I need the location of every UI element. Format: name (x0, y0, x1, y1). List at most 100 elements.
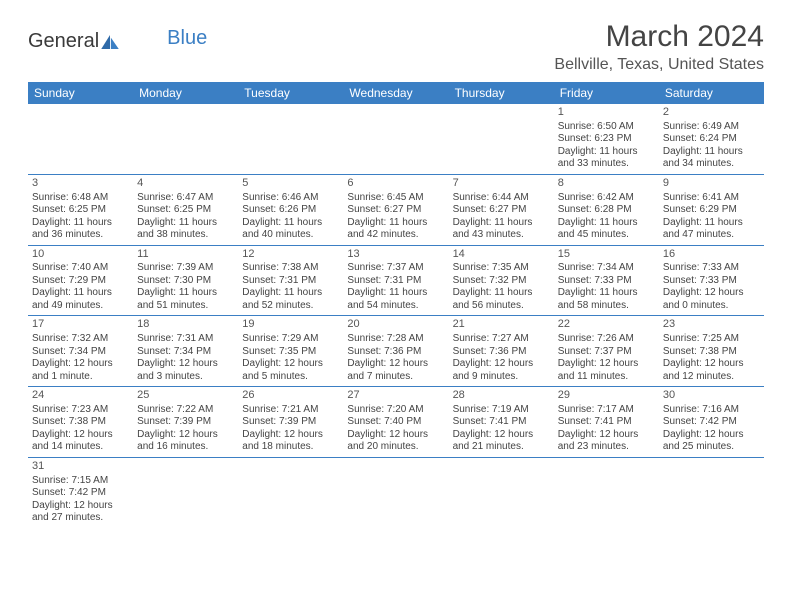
day-info-line: Sunrise: 7:22 AM (137, 404, 234, 417)
day-info-line: Sunset: 6:25 PM (32, 204, 129, 217)
calendar-day-cell: 14Sunrise: 7:35 AMSunset: 7:32 PMDayligh… (449, 245, 554, 316)
day-info-line: Daylight: 12 hours (242, 429, 339, 442)
day-info-line: Sunset: 7:34 PM (137, 346, 234, 359)
day-info-line: Daylight: 12 hours (558, 429, 655, 442)
calendar-day-cell: 19Sunrise: 7:29 AMSunset: 7:35 PMDayligh… (238, 316, 343, 387)
calendar-day-cell: 15Sunrise: 7:34 AMSunset: 7:33 PMDayligh… (554, 245, 659, 316)
month-title: March 2024 (554, 20, 764, 54)
day-info-line: Daylight: 12 hours (32, 429, 129, 442)
calendar-day-cell: 27Sunrise: 7:20 AMSunset: 7:40 PMDayligh… (343, 387, 448, 458)
calendar-day-cell (28, 104, 133, 174)
day-info-line: and 58 minutes. (558, 300, 655, 313)
day-info-line: Daylight: 12 hours (558, 358, 655, 371)
day-info-line: and 16 minutes. (137, 441, 234, 454)
day-info-line: Sunrise: 7:17 AM (558, 404, 655, 417)
calendar-week-row: 24Sunrise: 7:23 AMSunset: 7:38 PMDayligh… (28, 387, 764, 458)
day-info-line: and 40 minutes. (242, 229, 339, 242)
day-info-line: Sunset: 7:39 PM (137, 416, 234, 429)
day-info-line: Sunset: 7:42 PM (663, 416, 760, 429)
day-number: 28 (453, 389, 550, 403)
calendar-day-cell: 11Sunrise: 7:39 AMSunset: 7:30 PMDayligh… (133, 245, 238, 316)
day-info-line: Sunset: 6:27 PM (453, 204, 550, 217)
day-info-line: and 49 minutes. (32, 300, 129, 313)
day-info-line: Sunset: 7:40 PM (347, 416, 444, 429)
day-info-line: and 9 minutes. (453, 371, 550, 384)
calendar-day-cell: 3Sunrise: 6:48 AMSunset: 6:25 PMDaylight… (28, 174, 133, 245)
day-info-line: and 52 minutes. (242, 300, 339, 313)
calendar-day-cell: 10Sunrise: 7:40 AMSunset: 7:29 PMDayligh… (28, 245, 133, 316)
day-number: 23 (663, 318, 760, 332)
day-number: 14 (453, 248, 550, 262)
calendar-day-cell: 22Sunrise: 7:26 AMSunset: 7:37 PMDayligh… (554, 316, 659, 387)
day-info-line: Sunrise: 7:35 AM (453, 262, 550, 275)
calendar-week-row: 31Sunrise: 7:15 AMSunset: 7:42 PMDayligh… (28, 457, 764, 527)
day-number: 29 (558, 389, 655, 403)
weekday-header: Wednesday (343, 82, 448, 104)
day-info-line: Sunset: 6:24 PM (663, 133, 760, 146)
calendar-day-cell: 6Sunrise: 6:45 AMSunset: 6:27 PMDaylight… (343, 174, 448, 245)
day-info-line: Sunset: 7:36 PM (347, 346, 444, 359)
day-info-line: Sunset: 6:29 PM (663, 204, 760, 217)
calendar-day-cell: 23Sunrise: 7:25 AMSunset: 7:38 PMDayligh… (659, 316, 764, 387)
day-info-line: and 56 minutes. (453, 300, 550, 313)
day-info-line: and 38 minutes. (137, 229, 234, 242)
day-info-line: Sunset: 7:38 PM (663, 346, 760, 359)
day-info-line: and 23 minutes. (558, 441, 655, 454)
day-number: 7 (453, 177, 550, 191)
calendar-day-cell (554, 457, 659, 527)
day-info-line: and 21 minutes. (453, 441, 550, 454)
weekday-header: Monday (133, 82, 238, 104)
day-number: 12 (242, 248, 339, 262)
day-info-line: Sunset: 7:33 PM (558, 275, 655, 288)
day-number: 16 (663, 248, 760, 262)
day-info-line: Sunset: 7:38 PM (32, 416, 129, 429)
calendar-day-cell (659, 457, 764, 527)
day-info-line: Sunrise: 6:45 AM (347, 192, 444, 205)
day-info-line: and 20 minutes. (347, 441, 444, 454)
day-info-line: Sunset: 6:25 PM (137, 204, 234, 217)
day-info-line: Sunrise: 6:41 AM (663, 192, 760, 205)
day-number: 24 (32, 389, 129, 403)
weekday-header-row: Sunday Monday Tuesday Wednesday Thursday… (28, 82, 764, 104)
calendar-day-cell: 12Sunrise: 7:38 AMSunset: 7:31 PMDayligh… (238, 245, 343, 316)
day-info-line: Daylight: 11 hours (453, 287, 550, 300)
day-info-line: Sunrise: 7:37 AM (347, 262, 444, 275)
calendar-day-cell (133, 104, 238, 174)
day-info-line: Daylight: 11 hours (137, 217, 234, 230)
day-info-line: and 34 minutes. (663, 158, 760, 171)
day-info-line: and 5 minutes. (242, 371, 339, 384)
day-info-line: Sunrise: 6:47 AM (137, 192, 234, 205)
day-info-line: Sunrise: 7:25 AM (663, 333, 760, 346)
calendar-day-cell: 7Sunrise: 6:44 AMSunset: 6:27 PMDaylight… (449, 174, 554, 245)
calendar-day-cell (133, 457, 238, 527)
day-info-line: Sunset: 6:26 PM (242, 204, 339, 217)
calendar-day-cell: 30Sunrise: 7:16 AMSunset: 7:42 PMDayligh… (659, 387, 764, 458)
day-info-line: Sunrise: 7:33 AM (663, 262, 760, 275)
day-info-line: Daylight: 11 hours (558, 287, 655, 300)
calendar-day-cell: 17Sunrise: 7:32 AMSunset: 7:34 PMDayligh… (28, 316, 133, 387)
day-info-line: Sunrise: 7:21 AM (242, 404, 339, 417)
day-info-line: Sunrise: 7:29 AM (242, 333, 339, 346)
day-info-line: Sunset: 7:41 PM (453, 416, 550, 429)
day-info-line: Sunrise: 7:34 AM (558, 262, 655, 275)
day-info-line: Sunset: 7:36 PM (453, 346, 550, 359)
calendar-day-cell: 28Sunrise: 7:19 AMSunset: 7:41 PMDayligh… (449, 387, 554, 458)
day-info-line: Daylight: 12 hours (663, 429, 760, 442)
day-info-line: Sunset: 7:37 PM (558, 346, 655, 359)
title-block: March 2024 Bellville, Texas, United Stat… (554, 20, 764, 74)
day-info-line: and 12 minutes. (663, 371, 760, 384)
day-info-line: Sunrise: 7:19 AM (453, 404, 550, 417)
weekday-header: Thursday (449, 82, 554, 104)
day-info-line: and 43 minutes. (453, 229, 550, 242)
day-info-line: Daylight: 11 hours (453, 217, 550, 230)
calendar-day-cell: 16Sunrise: 7:33 AMSunset: 7:33 PMDayligh… (659, 245, 764, 316)
calendar-day-cell: 4Sunrise: 6:47 AMSunset: 6:25 PMDaylight… (133, 174, 238, 245)
logo: General Blue (28, 30, 207, 53)
day-info-line: Sunrise: 6:46 AM (242, 192, 339, 205)
weekday-header: Sunday (28, 82, 133, 104)
day-number: 22 (558, 318, 655, 332)
calendar-day-cell: 24Sunrise: 7:23 AMSunset: 7:38 PMDayligh… (28, 387, 133, 458)
day-info-line: Daylight: 11 hours (663, 146, 760, 159)
day-info-line: Daylight: 12 hours (137, 358, 234, 371)
day-number: 26 (242, 389, 339, 403)
